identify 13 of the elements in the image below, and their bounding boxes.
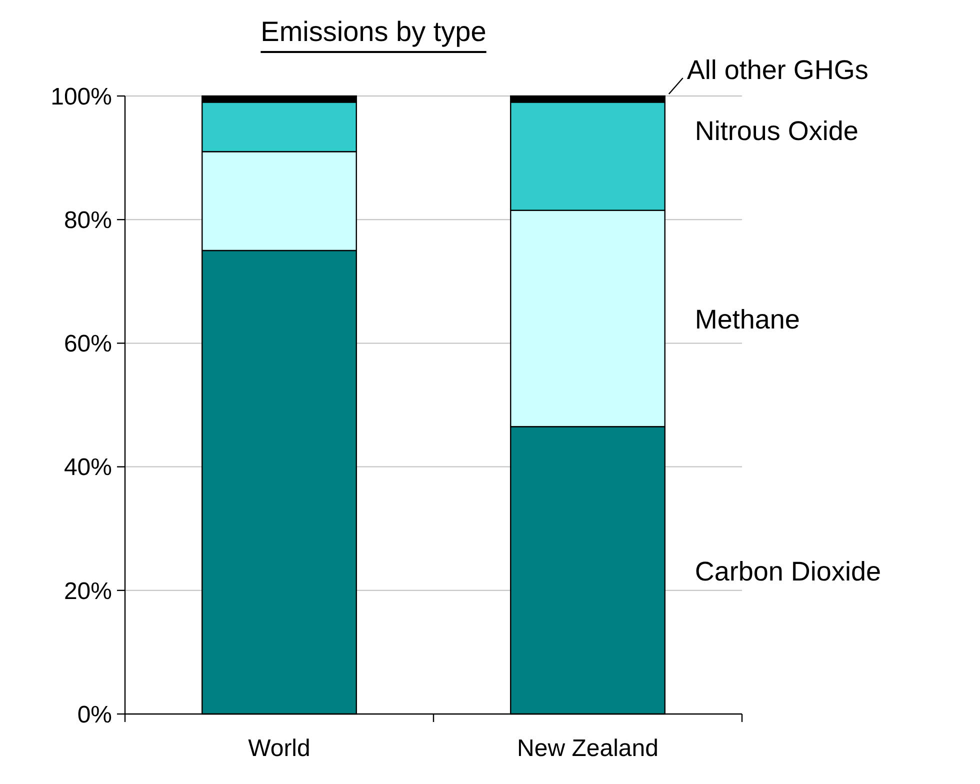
x-tick-label: New Zealand — [517, 735, 658, 762]
series-label: Methane — [694, 304, 800, 334]
y-tick-label: 80% — [64, 207, 112, 234]
legend-label: All other GHGs — [686, 55, 868, 85]
y-tick-label: 40% — [64, 454, 112, 482]
y-tick-label: 20% — [64, 578, 112, 605]
y-tick-label: 100% — [50, 83, 112, 110]
x-tick-label: World — [248, 735, 310, 762]
series-label: Nitrous Oxide — [694, 116, 858, 146]
series-label: Carbon Dioxide — [694, 556, 881, 586]
y-tick-label: 0% — [77, 701, 112, 728]
chart-title: Emissions by type — [260, 16, 486, 47]
y-tick-label: 60% — [64, 330, 112, 358]
